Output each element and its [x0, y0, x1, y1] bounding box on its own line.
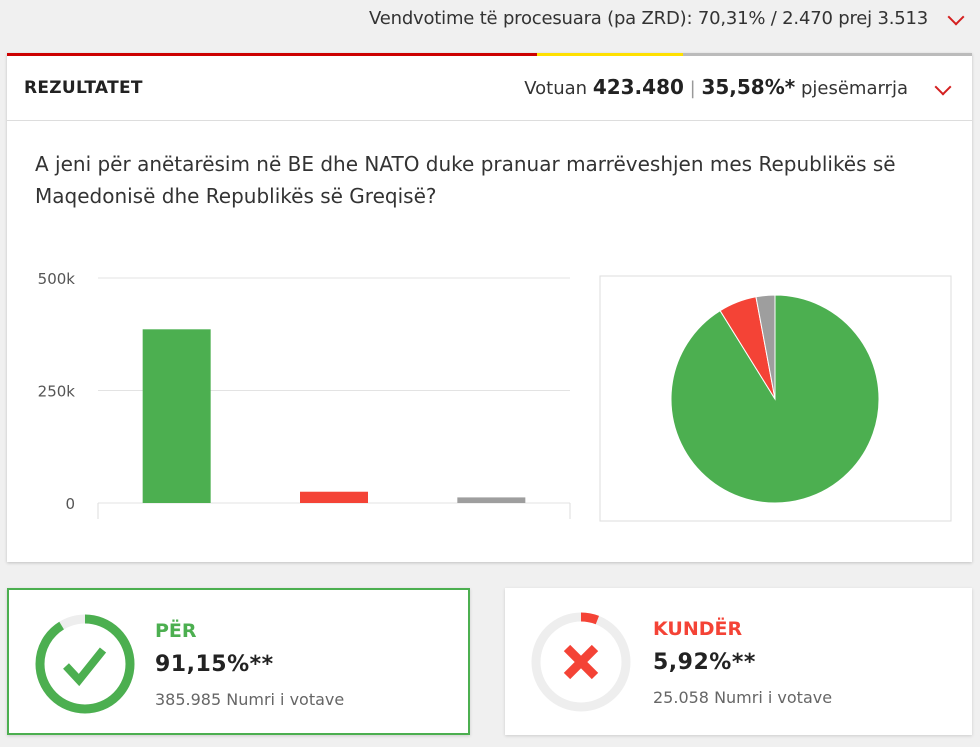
- for-votes: 385.985 Numri i votave: [155, 690, 345, 709]
- y-tick-label: 0: [65, 495, 75, 513]
- bar-2[interactable]: [457, 497, 526, 503]
- against-progress-ring: [531, 612, 631, 712]
- result-card-against[interactable]: KUNDËR 5,92%** 25.058 Numri i votave: [505, 588, 972, 735]
- results-header[interactable]: REZULTATET Votuan 423.480 | 35,58%* pjes…: [7, 56, 972, 121]
- y-tick-label: 500k: [38, 270, 76, 288]
- charts: 0 250k 500k: [38, 270, 952, 522]
- results-title: REZULTATET: [24, 78, 143, 98]
- bar-0[interactable]: [142, 329, 211, 503]
- for-progress-ring: [35, 614, 135, 714]
- for-percent: 91,15%**: [155, 652, 274, 677]
- flag-stripe-gray: [683, 53, 972, 56]
- pie-chart: [670, 294, 880, 504]
- flag-stripe-yellow: [537, 53, 683, 56]
- separator: |: [689, 78, 696, 99]
- turnout-label: pjesëmarrja: [800, 78, 908, 99]
- turnout-summary: Votuan 423.480 | 35,58%* pjesëmarrja: [524, 75, 908, 99]
- against-votes: 25.058 Numri i votave: [653, 688, 833, 707]
- voted-count: 423.480: [592, 75, 684, 99]
- x-icon: [563, 644, 599, 680]
- voted-label: Votuan: [524, 78, 588, 99]
- y-tick-label: 250k: [38, 383, 76, 401]
- turnout-percent: 35,58%*: [701, 75, 796, 99]
- referendum-question: A jeni për anëtarësim në BE dhe NATO duk…: [35, 152, 896, 208]
- check-icon: [63, 647, 107, 687]
- bar-1[interactable]: [300, 491, 368, 503]
- for-label: PËR: [155, 620, 197, 642]
- flag-stripe-red: [7, 53, 537, 56]
- against-percent: 5,92%**: [653, 650, 756, 675]
- pie-slice-2[interactable]: [755, 294, 776, 400]
- processed-stations-text: Vendvotime të procesuara (pa ZRD): 70,31…: [369, 8, 928, 29]
- bar-chart: 0 250k 500k: [38, 270, 571, 519]
- result-card-for[interactable]: PËR 91,15%** 385.985 Numri i votave: [7, 588, 470, 735]
- against-label: KUNDËR: [653, 618, 743, 640]
